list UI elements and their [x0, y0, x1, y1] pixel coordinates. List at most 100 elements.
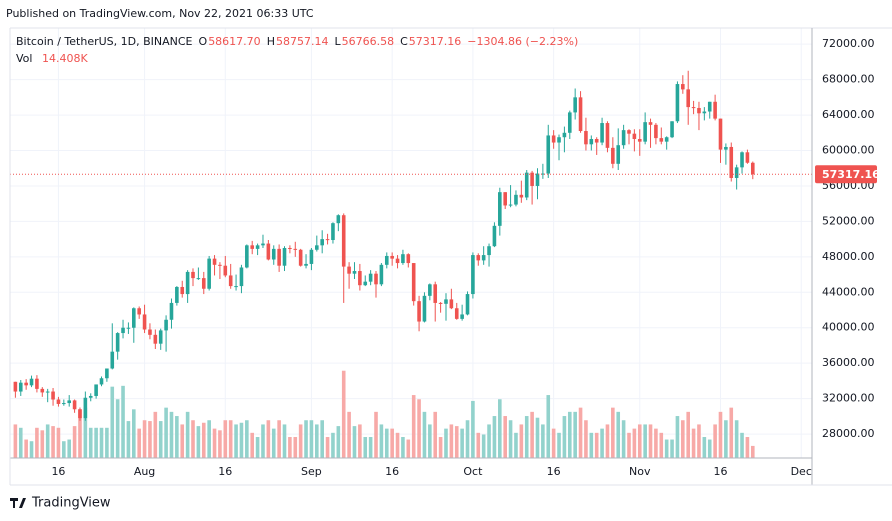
legend-value: 58617.70	[208, 35, 261, 48]
y-tick-label: 40000.00	[822, 321, 875, 334]
volume-bar	[196, 426, 201, 458]
volume-bar	[94, 427, 98, 458]
y-tick-label: 48000.00	[822, 250, 875, 263]
symbol: Bitcoin / TetherUS, 1D, BINANCE	[16, 35, 193, 48]
candle-body	[734, 167, 739, 178]
candle-body	[78, 409, 82, 419]
candle-body	[567, 112, 572, 133]
volume-bar	[444, 428, 448, 458]
candle-body	[379, 264, 384, 285]
volume-bar	[336, 426, 341, 458]
candle-body	[121, 327, 125, 334]
volume-bar	[288, 437, 292, 458]
volume-bar	[24, 439, 28, 458]
volume-bar	[750, 445, 755, 458]
volume-bar	[282, 424, 287, 458]
candle-body	[83, 397, 88, 419]
volume-bar	[45, 424, 50, 458]
candle-body	[277, 248, 281, 266]
volume-bar	[546, 395, 551, 458]
volume-bar	[713, 424, 717, 458]
volume-bar	[29, 441, 34, 458]
candle-body	[175, 286, 179, 303]
candle-body	[245, 245, 249, 268]
candle-body	[433, 284, 438, 303]
candle-body	[35, 378, 39, 389]
candle-body	[546, 135, 551, 174]
volume-bar	[691, 428, 696, 458]
candle-body	[697, 107, 701, 114]
legend-value: 58757.14	[276, 35, 329, 48]
candle-body	[207, 258, 211, 289]
candle-body	[250, 245, 255, 249]
x-tick-label: Aug	[134, 465, 155, 478]
volume-bar	[573, 411, 577, 458]
volume-bar	[40, 430, 45, 458]
legend-key: L	[334, 35, 341, 48]
volume-bar	[492, 416, 497, 458]
candle-body	[288, 247, 292, 249]
volume-bar	[293, 437, 298, 458]
vol-label: Vol	[16, 52, 32, 65]
volume-bar	[498, 399, 502, 458]
candle-body	[659, 138, 664, 142]
volume-bar	[384, 428, 389, 458]
candle-body	[654, 124, 658, 139]
candle-body	[740, 152, 744, 168]
volume-bar	[126, 421, 131, 458]
volume-bar	[266, 420, 271, 458]
candle-body	[368, 273, 373, 282]
volume-bar	[368, 437, 373, 458]
x-tick-label: Oct	[463, 465, 483, 478]
candle-body	[702, 111, 707, 114]
candle-body	[261, 243, 265, 246]
candle-body	[718, 118, 723, 150]
candle-body	[336, 215, 341, 224]
last-price-label: 57317.16	[822, 168, 880, 181]
candle-body	[191, 271, 195, 279]
candle-body	[45, 391, 50, 393]
volume-bar	[422, 411, 427, 458]
volume-bar	[390, 428, 394, 458]
x-tick-label: 16	[385, 465, 399, 478]
candle-body	[481, 255, 486, 261]
candle-body	[212, 258, 217, 265]
candle-body	[444, 299, 448, 304]
x-tick-label: 16	[547, 465, 561, 478]
candle-body	[51, 391, 55, 400]
candle-body	[352, 271, 357, 274]
candle-body	[524, 172, 529, 198]
x-tick-label: Dec	[791, 465, 812, 478]
volume-bar	[121, 385, 125, 458]
candle-body	[686, 89, 691, 108]
volume-bar	[148, 421, 152, 458]
volume-bar	[379, 424, 384, 458]
candle-body	[589, 138, 594, 145]
candle-body	[562, 132, 567, 138]
volume-bar	[271, 428, 276, 458]
candle-body	[218, 264, 222, 266]
candle-body	[621, 130, 626, 146]
candle-body	[578, 97, 583, 132]
candle-body	[94, 384, 98, 396]
candle-body	[56, 399, 61, 404]
volume-bar	[88, 427, 93, 458]
candle-body	[406, 254, 411, 264]
volume-bar	[255, 437, 260, 458]
volume-bar	[99, 427, 104, 458]
volume-bar	[234, 424, 238, 458]
volume-bar	[207, 420, 211, 458]
volume-bar	[541, 424, 545, 458]
candle-body	[29, 378, 34, 386]
volume-bar	[153, 411, 158, 458]
candle-body	[88, 395, 93, 398]
volume-bar	[659, 432, 664, 458]
candle-body	[637, 138, 642, 142]
volume-bar	[331, 432, 335, 458]
volume-bar	[724, 420, 728, 458]
volume-bar	[600, 428, 604, 458]
candle-body	[180, 286, 185, 295]
candle-body	[148, 329, 152, 335]
volume-bar	[734, 420, 739, 458]
volume-bar	[341, 370, 346, 458]
